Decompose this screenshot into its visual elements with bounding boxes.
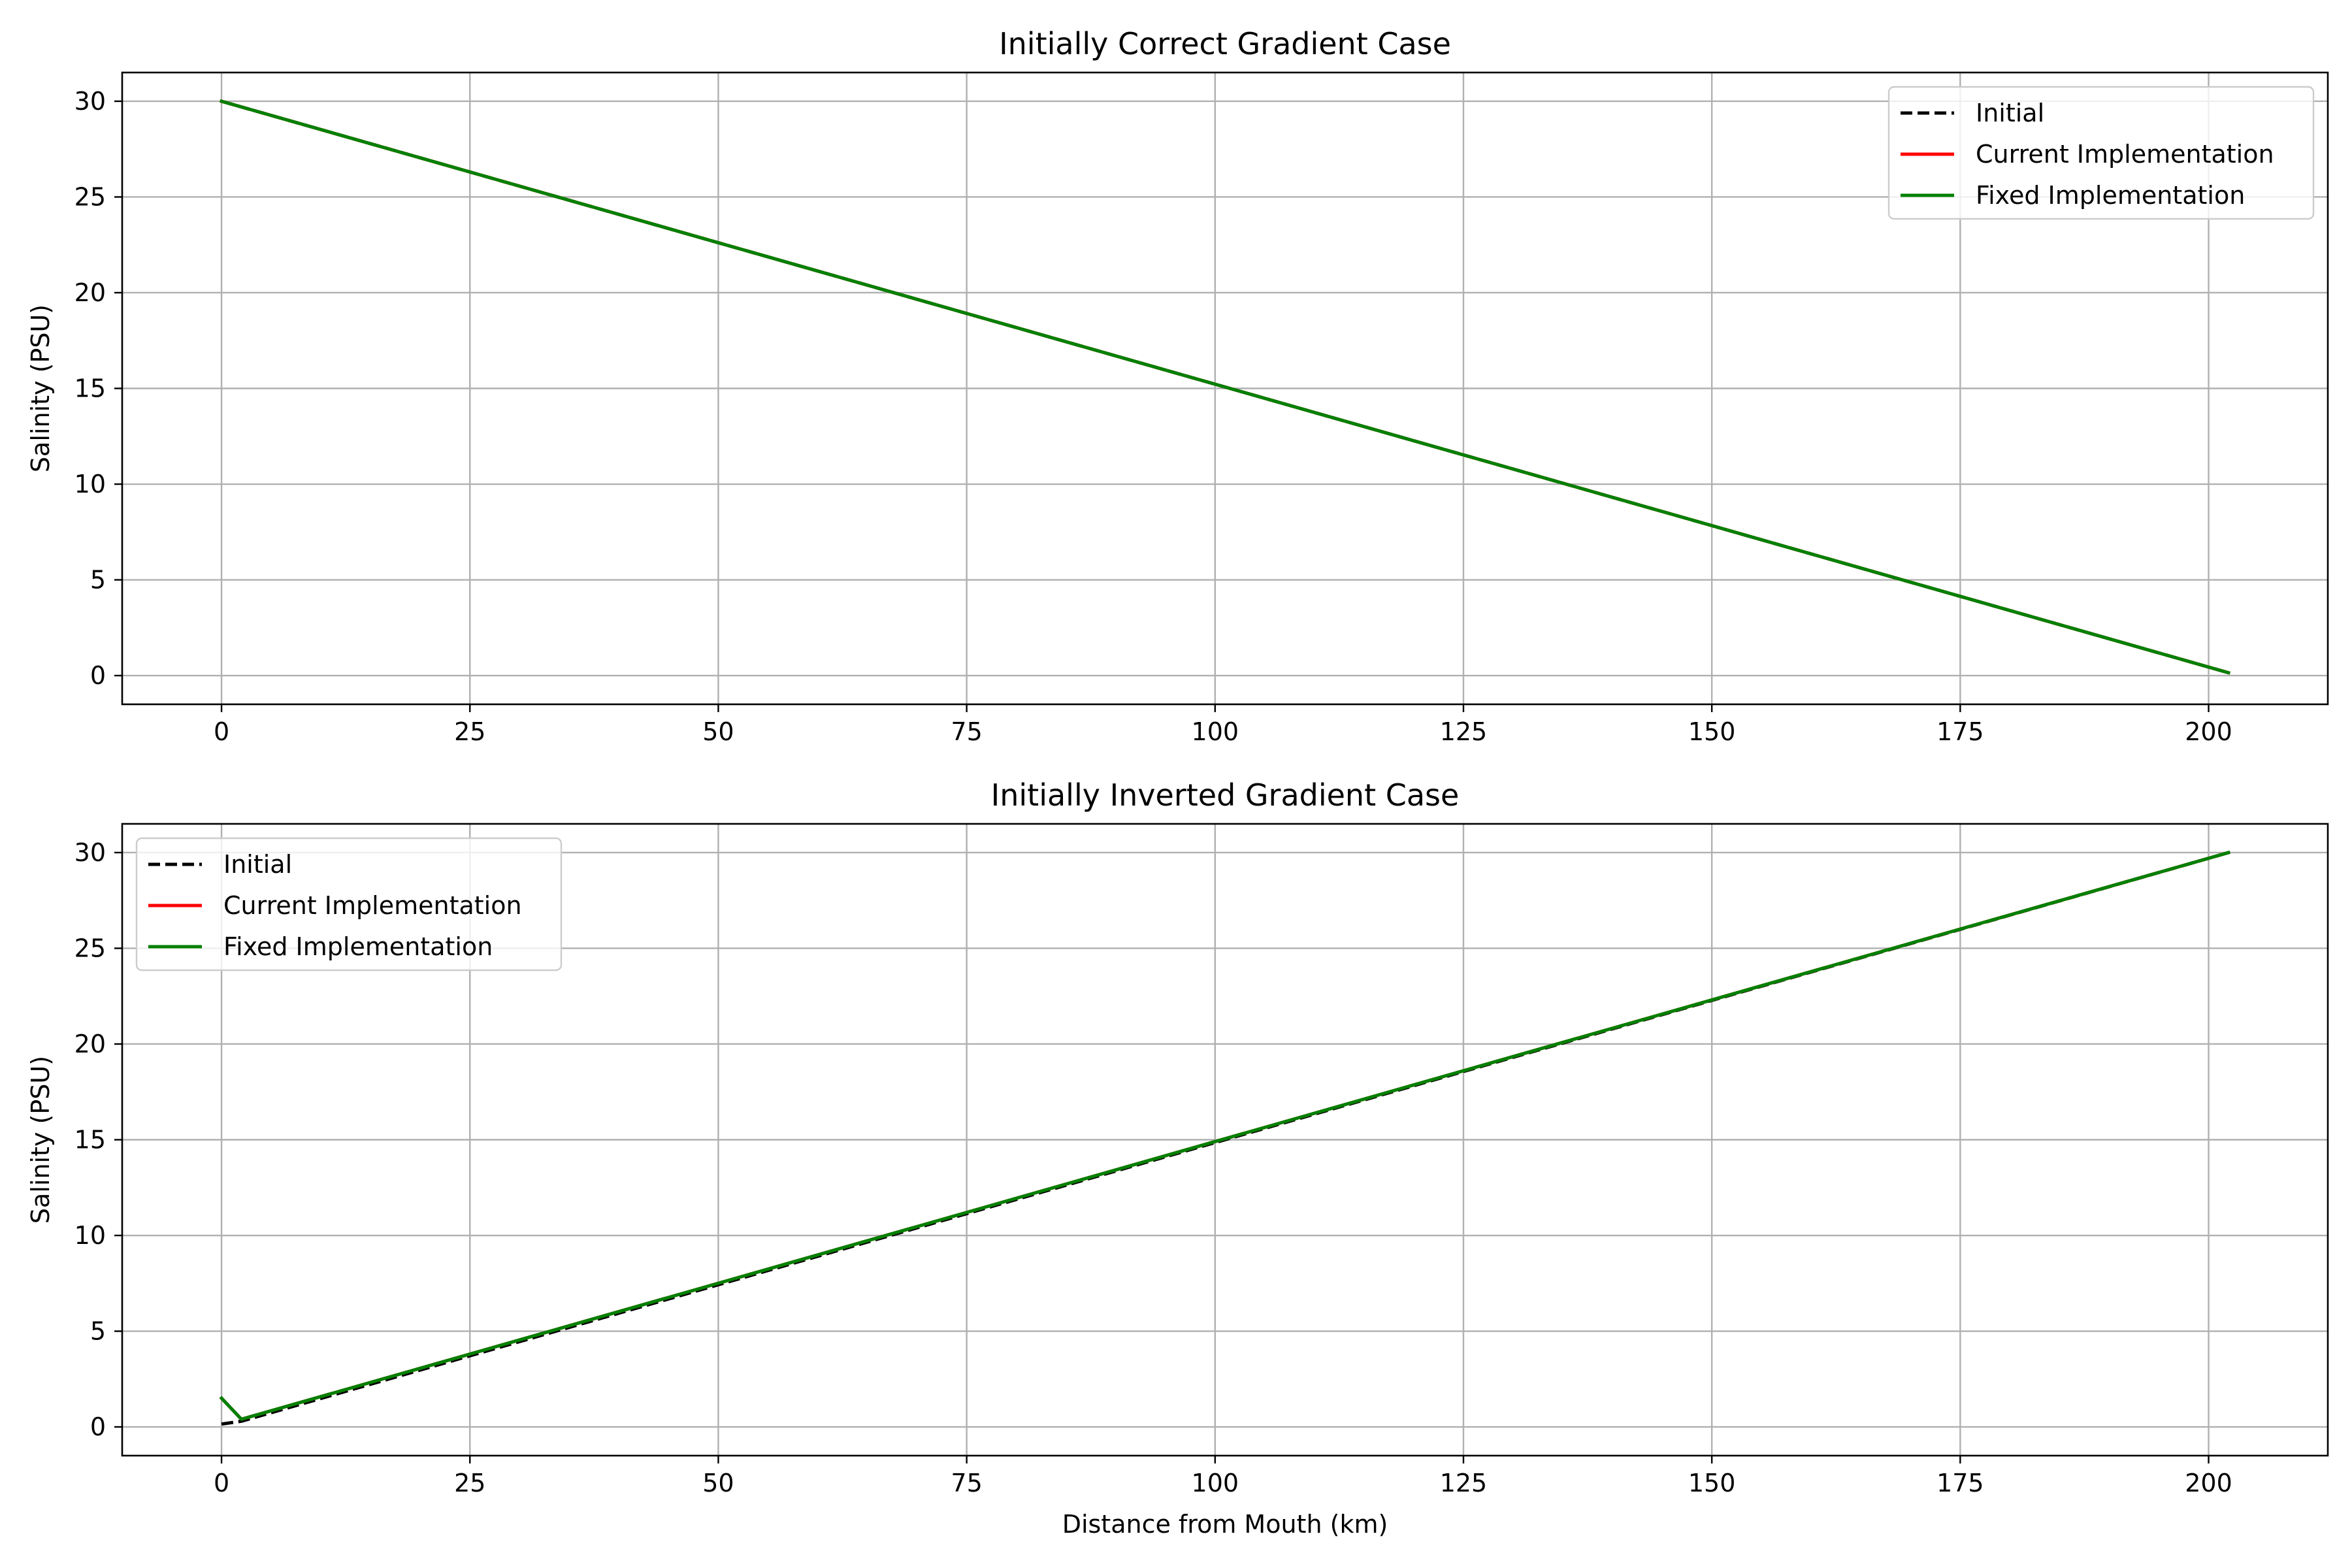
x-tick-label: 175 xyxy=(1936,717,1984,746)
legend-label: Initial xyxy=(1976,99,2044,127)
x-tick-label: 25 xyxy=(454,717,485,746)
y-tick-label: 10 xyxy=(74,1221,106,1250)
x-tick-label: 75 xyxy=(951,717,982,746)
y-tick-label: 15 xyxy=(74,1126,106,1154)
chart-panel-1: 0 25 50 75 100 125 150 175 200 0 5 10 15 20 25 30 Initia… xyxy=(26,26,2329,746)
x-tick-label: 125 xyxy=(1440,717,1488,746)
y-tick-label: 25 xyxy=(74,934,106,962)
chart-title: Initially Correct Gradient Case xyxy=(999,26,1451,61)
legend-label: Current Implementation xyxy=(1976,140,2274,169)
y-tick-label: 10 xyxy=(74,470,106,498)
legend-box xyxy=(135,837,563,972)
x-tick-label: 125 xyxy=(1440,1469,1488,1497)
series-line-fixed-implementation xyxy=(219,850,2230,1421)
y-tick-label: 5 xyxy=(90,1317,106,1346)
legend-box xyxy=(1887,86,2315,220)
y-tick-label: 30 xyxy=(74,87,106,116)
y-tick-label: 20 xyxy=(74,1030,106,1058)
x-tick-label: 0 xyxy=(214,1469,229,1497)
y-tick-label: 0 xyxy=(90,661,106,690)
legend-label: Fixed Implementation xyxy=(223,932,493,961)
y-tick-label: 30 xyxy=(74,838,106,867)
legend: Initial Current Implementation Fixed Imple… xyxy=(135,837,563,972)
x-tick-label: 75 xyxy=(951,1469,982,1497)
y-tick-label: 5 xyxy=(90,566,106,595)
x-tick-label: 25 xyxy=(454,1469,485,1497)
x-tick-label: 150 xyxy=(1688,1469,1736,1497)
x-tick-label: 50 xyxy=(702,717,734,746)
legend-label: Fixed Implementation xyxy=(1976,181,2245,210)
chart-title: Initially Inverted Gradient Case xyxy=(991,777,1460,813)
x-tick-label: 100 xyxy=(1192,717,1239,746)
x-tick-label: 200 xyxy=(2185,717,2232,746)
x-axis-label: Distance from Mouth (km) xyxy=(1062,1510,1388,1539)
y-axis-label: Salinity (PSU) xyxy=(26,1056,55,1224)
legend-label: Current Implementation xyxy=(223,891,522,920)
x-tick-label: 150 xyxy=(1688,717,1736,746)
y-axis-label: Salinity (PSU) xyxy=(26,304,55,472)
chart-panel-2: 0 25 50 75 100 125 150 175 200 0 5 10 15 20 25 30 Initia… xyxy=(26,777,2329,1539)
x-tick-label: 175 xyxy=(1936,1469,1984,1497)
x-tick-label: 200 xyxy=(2185,1469,2232,1497)
legend: Initial Current Implementation Fixed Imple… xyxy=(1887,86,2315,220)
x-tick-label: 50 xyxy=(702,1469,734,1497)
series-line-fixed-implementation xyxy=(220,99,2230,675)
y-tick-label: 0 xyxy=(90,1413,106,1441)
legend-label: Initial xyxy=(223,850,292,879)
y-tick-label: 15 xyxy=(74,374,106,403)
y-tick-label: 20 xyxy=(74,278,106,307)
y-tick-label: 25 xyxy=(74,182,106,211)
x-tick-label: 0 xyxy=(214,717,229,746)
x-tick-label: 100 xyxy=(1192,1469,1239,1497)
